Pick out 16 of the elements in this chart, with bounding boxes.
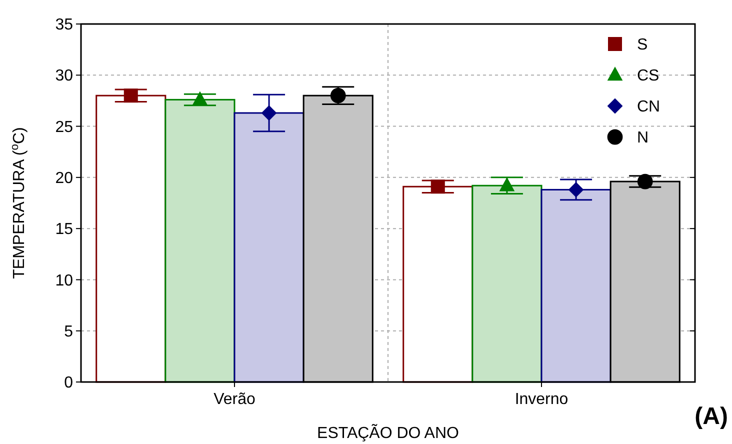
y-tick-label: 35 <box>55 16 74 34</box>
legend-label: CN <box>637 98 660 116</box>
y-tick-label: 30 <box>55 68 74 85</box>
y-tick-label: 15 <box>55 221 74 238</box>
x-tick-label: Inverno <box>514 391 568 408</box>
y-tick-label: 10 <box>55 272 74 290</box>
y-tick-label: 0 <box>64 374 74 392</box>
text: (A) <box>694 403 728 430</box>
y-tick-label: 20 <box>55 170 74 188</box>
legend-label: N <box>637 130 649 147</box>
y-tick-label: 5 <box>64 323 74 340</box>
x-tick-label: Verão <box>214 391 256 408</box>
y-tick-label: 25 <box>55 118 74 136</box>
legend-label: S <box>637 36 648 54</box>
legend-label: CS <box>637 68 660 85</box>
x-axis-title: ESTAÇÃO DO ANO <box>317 423 459 442</box>
